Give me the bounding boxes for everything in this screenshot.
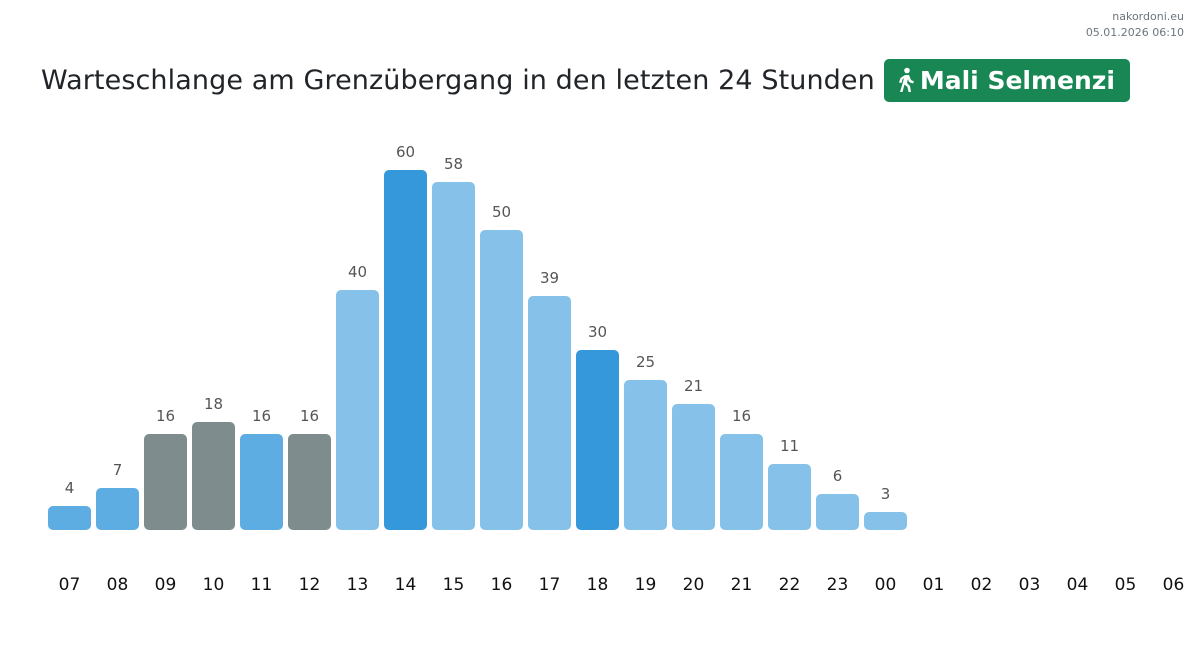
site-info: nakordoni.eu 05.01.2026 06:10 — [1086, 9, 1184, 41]
data-label-21: 16 — [732, 407, 751, 425]
bar-17 — [528, 296, 571, 530]
data-label-14: 60 — [396, 143, 415, 161]
bar-20 — [672, 404, 715, 530]
x-tick-label-14: 14 — [395, 575, 417, 595]
data-label-00: 3 — [881, 485, 891, 503]
bar-00 — [864, 512, 907, 530]
bar-14 — [384, 170, 427, 530]
bar-16 — [480, 230, 523, 530]
border-crossing-name: Mali Selmenzi — [919, 65, 1115, 95]
x-tick-label-10: 10 — [203, 575, 225, 595]
data-label-22: 11 — [780, 437, 799, 455]
bar-15 — [432, 182, 475, 530]
x-tick-label-06: 06 — [1163, 575, 1185, 595]
data-label-07: 4 — [65, 479, 75, 497]
border-crossing-badge: Mali Selmenzi — [883, 58, 1130, 102]
chart-title: Warteschlange am Grenzübergang in den le… — [41, 64, 875, 96]
bar-12 — [288, 434, 331, 530]
x-tick-label-22: 22 — [779, 575, 801, 595]
bar-09 — [144, 434, 187, 530]
x-tick-label-19: 19 — [635, 575, 657, 595]
data-label-18: 30 — [588, 323, 607, 341]
data-label-09: 16 — [156, 407, 175, 425]
x-tick-label-15: 15 — [443, 575, 465, 595]
x-tick-label-23: 23 — [827, 575, 849, 595]
data-label-16: 50 — [492, 203, 511, 221]
x-tick-label-00: 00 — [875, 575, 897, 595]
data-label-13: 40 — [348, 263, 367, 281]
x-tick-label-18: 18 — [587, 575, 609, 595]
bar-08 — [96, 488, 139, 530]
data-label-15: 58 — [444, 155, 463, 173]
x-tick-label-08: 08 — [107, 575, 129, 595]
data-label-17: 39 — [540, 269, 559, 287]
data-label-19: 25 — [636, 353, 655, 371]
bar-21 — [720, 434, 763, 530]
site-name: nakordoni.eu — [1112, 10, 1184, 23]
data-label-20: 21 — [684, 377, 703, 395]
chart-header: Warteschlange am Grenzübergang in den le… — [41, 58, 1130, 102]
bar-19 — [624, 380, 667, 530]
x-tick-label-01: 01 — [923, 575, 945, 595]
data-label-12: 16 — [300, 407, 319, 425]
pedestrian-walking-icon — [898, 67, 914, 92]
x-tick-label-09: 09 — [155, 575, 177, 595]
bar-10 — [192, 422, 235, 530]
bar-18 — [576, 350, 619, 530]
data-label-08: 7 — [113, 461, 123, 479]
x-tick-label-12: 12 — [299, 575, 321, 595]
bar-11 — [240, 434, 283, 530]
bar-22 — [768, 464, 811, 530]
x-tick-label-21: 21 — [731, 575, 753, 595]
data-label-11: 16 — [252, 407, 271, 425]
timestamp: 05.01.2026 06:10 — [1085, 26, 1184, 39]
x-tick-label-02: 02 — [971, 575, 993, 595]
data-label-23: 6 — [833, 467, 843, 485]
data-label-10: 18 — [204, 395, 223, 413]
x-tick-label-04: 04 — [1067, 575, 1089, 595]
x-tick-label-17: 17 — [539, 575, 561, 595]
bar-23 — [816, 494, 859, 530]
x-tick-label-20: 20 — [683, 575, 705, 595]
x-tick-label-16: 16 — [491, 575, 513, 595]
x-tick-label-05: 05 — [1115, 575, 1137, 595]
x-tick-label-13: 13 — [347, 575, 369, 595]
x-tick-label-03: 03 — [1019, 575, 1041, 595]
bar-13 — [336, 290, 379, 530]
x-tick-label-11: 11 — [251, 575, 273, 595]
bar-07 — [48, 506, 91, 530]
x-tick-label-07: 07 — [59, 575, 81, 595]
